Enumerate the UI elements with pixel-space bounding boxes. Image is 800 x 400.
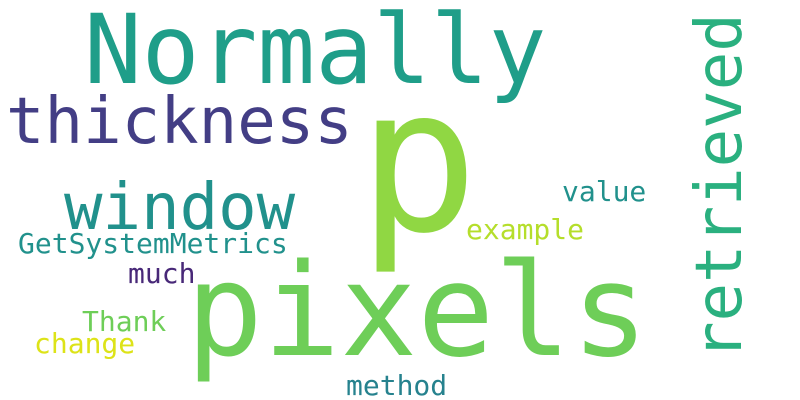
word-method: method bbox=[346, 369, 448, 400]
word-normally: Normally bbox=[84, 0, 547, 106]
word-much: much bbox=[128, 257, 196, 290]
word-getsystemmetrics: GetSystemMetrics bbox=[18, 227, 288, 260]
word-p: p bbox=[358, 45, 479, 278]
word-thickness: thickness bbox=[6, 85, 353, 159]
word-example: example bbox=[466, 213, 585, 246]
word-thank: Thank bbox=[82, 305, 167, 338]
word-window: window bbox=[64, 171, 296, 245]
word-value: value bbox=[562, 175, 647, 208]
word-change: change bbox=[34, 327, 136, 360]
word-pixels: pixels bbox=[186, 237, 649, 386]
word-retrieved: retrieved bbox=[683, 13, 757, 360]
